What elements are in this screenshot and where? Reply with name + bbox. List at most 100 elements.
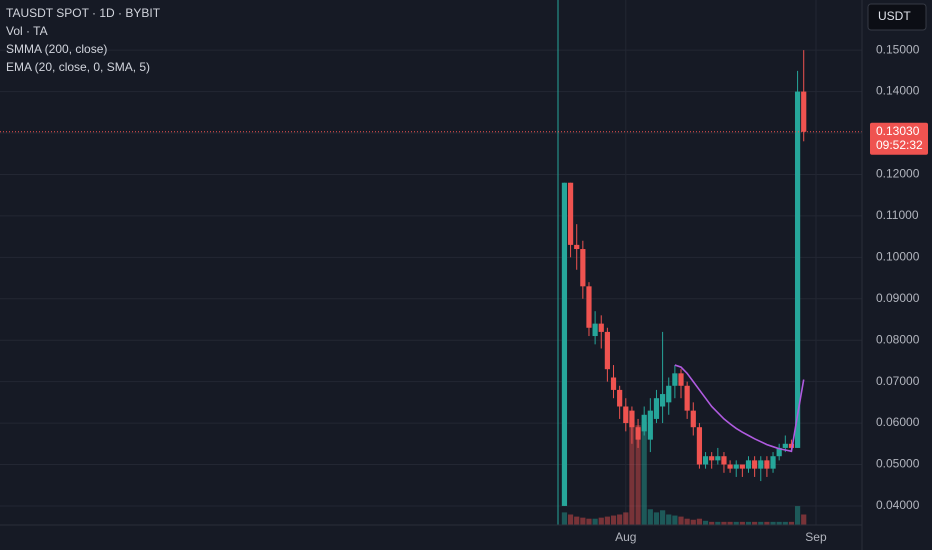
chart-title: TAUSDT SPOT · 1D · BYBIT — [6, 6, 161, 20]
candle-body — [629, 410, 635, 428]
volume-bar — [598, 517, 604, 525]
volume-bar — [641, 422, 647, 525]
candle-body — [721, 456, 727, 465]
volume-bar — [623, 512, 629, 525]
volume-bar — [690, 519, 696, 525]
volume-bar — [574, 516, 580, 525]
y-tick-label: 0.14000 — [876, 84, 920, 98]
axes: 0.04000 0.05000 0.06000 0.07000 0.08000 0.090… — [615, 42, 928, 544]
x-tick-label: Sep — [805, 530, 827, 544]
candle-body — [752, 460, 758, 469]
volume-bar — [794, 506, 801, 525]
candle-body — [801, 91, 807, 132]
volume-bar — [782, 521, 788, 525]
candle-body — [684, 385, 690, 411]
legend-entry: EMA (20, close, 0, SMA, 5) — [6, 60, 150, 74]
volume-bar — [770, 521, 776, 525]
volume-bar — [721, 521, 727, 525]
indicator-label: SMMA (200, close) — [6, 42, 107, 56]
volume-bar — [727, 521, 733, 525]
candle-body — [776, 447, 782, 457]
candle-body — [733, 464, 739, 469]
candle-body — [666, 385, 672, 403]
candle-body — [702, 456, 709, 465]
last-price-badge — [870, 122, 928, 155]
y-tick-label: 0.04000 — [876, 498, 920, 512]
y-tick-label: 0.09000 — [876, 291, 920, 305]
candle-body — [617, 389, 623, 407]
candle-body — [580, 249, 586, 287]
volume-bar — [739, 521, 745, 525]
candle-body — [739, 464, 745, 469]
candle-body — [635, 427, 641, 440]
volume-bar — [715, 521, 721, 525]
candle-body — [567, 182, 574, 245]
volume-bar — [592, 518, 598, 525]
volume-bar — [696, 518, 703, 525]
volume-bar — [629, 420, 635, 525]
volume-bar — [684, 518, 690, 525]
volume-bar — [752, 521, 758, 525]
currency-button[interactable] — [867, 3, 927, 31]
countdown-label: 09:52:32 — [876, 138, 923, 152]
candle-body — [794, 91, 801, 448]
volume-bar — [610, 515, 617, 525]
candle-body — [604, 331, 610, 370]
candle-body — [678, 373, 684, 386]
candle-body — [647, 410, 653, 440]
volume-bar — [660, 510, 666, 525]
y-tick-label: 0.11000 — [876, 208, 919, 222]
candle-body — [727, 464, 733, 469]
volume-bar — [702, 520, 709, 525]
candle-body — [660, 394, 666, 407]
candle-body — [770, 456, 776, 469]
candle-body — [782, 443, 788, 448]
grid — [0, 0, 862, 525]
volume-bar — [604, 516, 610, 525]
volume-bar — [678, 516, 684, 525]
candle-body — [758, 460, 764, 469]
y-tick-label: 0.15000 — [876, 42, 920, 56]
candle-body — [592, 323, 598, 337]
currency-label[interactable]: USDT — [878, 9, 911, 23]
volume-bar — [617, 514, 623, 525]
volume-bar — [776, 521, 782, 525]
volume-bar — [580, 517, 586, 525]
y-tick-label: 0.06000 — [876, 415, 920, 429]
volume-bar — [745, 521, 752, 525]
plot-area — [0, 50, 862, 525]
candle-body — [641, 414, 647, 432]
candle-body — [696, 427, 703, 465]
x-tick-label: Aug — [615, 530, 636, 544]
candle-body — [672, 373, 678, 386]
volume-bar — [801, 514, 807, 525]
candle-body — [653, 398, 660, 419]
candle-body — [788, 443, 795, 448]
y-tick-label: 0.05000 — [876, 457, 920, 471]
volume-bar — [788, 521, 795, 525]
volume-bar — [709, 521, 715, 525]
volume-bar — [567, 514, 574, 525]
indicator-label: Vol · TA — [6, 24, 48, 38]
candle-body — [745, 460, 752, 469]
volume-bar — [764, 521, 770, 525]
volume-bar — [647, 509, 653, 525]
candle-body — [610, 377, 617, 390]
candle-body — [561, 182, 568, 506]
candle-body — [623, 406, 629, 424]
candle-body — [764, 460, 770, 469]
ema-line — [674, 364, 805, 453]
candle-body — [715, 456, 721, 461]
volume-bar — [653, 512, 660, 525]
last-price-label: 0.13030 — [876, 124, 920, 138]
candle-body — [598, 323, 604, 332]
volume-bar — [666, 514, 672, 525]
candle-body — [586, 286, 592, 328]
candle-body — [709, 456, 715, 461]
candle-body — [690, 410, 696, 428]
volume-bar — [586, 518, 592, 525]
volume-bar — [733, 521, 739, 525]
